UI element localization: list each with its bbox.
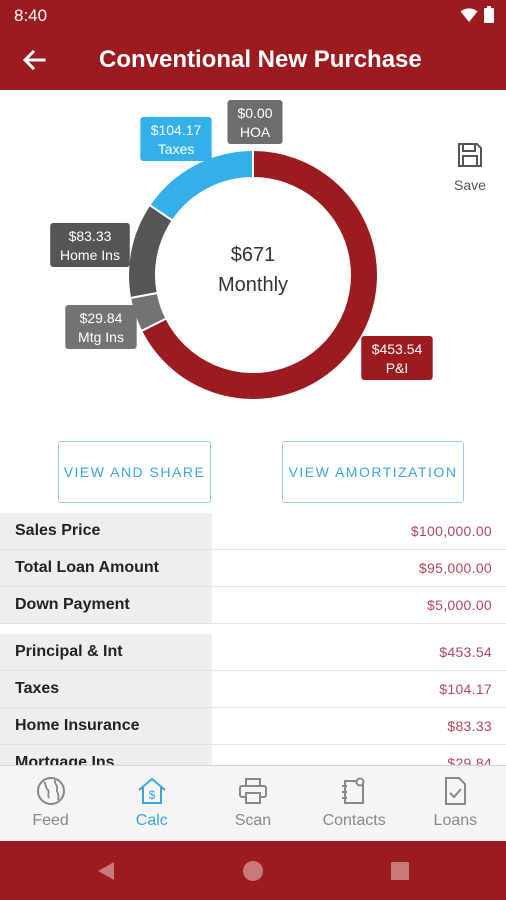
nav-label-calc: Calc — [135, 812, 168, 829]
status-bar: 8:40 — [0, 0, 506, 30]
slice-value-text: $0.00 — [237, 105, 272, 121]
contacts-icon — [342, 777, 365, 804]
printer-icon — [238, 778, 267, 804]
row-value-principal-int: $453.54 — [439, 644, 492, 660]
save-icon — [458, 143, 482, 167]
row-value-down-payment: $5,000.00 — [427, 597, 492, 613]
nav-item-scan[interactable]: Scan — [202, 766, 303, 842]
slice-name-text: HOA — [240, 124, 271, 140]
slice-label-box — [65, 305, 137, 349]
document-check-icon — [445, 777, 467, 805]
nav-label-feed: Feed — [32, 812, 69, 829]
wifi-icon — [460, 7, 478, 22]
globe-icon — [36, 777, 65, 805]
slice-name-text: P&I — [386, 360, 409, 376]
nav-item-feed[interactable]: Feed — [0, 766, 101, 842]
row-label-total-loan-amount: Total Loan Amount — [0, 550, 212, 586]
slice-name-text: Mtg Ins — [78, 329, 124, 345]
slice-value-text: $104.17 — [151, 122, 202, 138]
slice-label-home-ins: $83.33 Home Ins — [50, 223, 130, 267]
status-time: 8:40 — [14, 6, 48, 25]
slice-label-hoa: $0.00 HOA — [227, 100, 283, 144]
slice-labels: $453.54 P&I $29.84 Mtg Ins $83.33 Home Ins $10… — [50, 100, 433, 380]
system-back-button[interactable] — [94, 859, 118, 883]
table-row: Mortgage Ins $29.84 — [0, 745, 506, 765]
donut-slice-p-i — [139, 148, 379, 401]
table-row: Principal & Int $453.54 — [0, 634, 506, 671]
slice-label-box — [140, 117, 212, 161]
row-label-home-insurance: Home Insurance — [0, 708, 212, 744]
donut-slices — [127, 148, 379, 401]
row-label-mortgage-ins: Mortgage Ins — [0, 745, 212, 765]
slice-name-text: Taxes — [158, 141, 195, 157]
center-label: Monthly — [218, 274, 288, 296]
slice-value-text: $83.33 — [69, 228, 112, 244]
house-dollar-icon: $ — [138, 777, 166, 804]
nav-item-contacts[interactable]: Contacts — [304, 766, 405, 842]
slice-label-box — [50, 223, 130, 267]
row-value-taxes: $104.17 — [439, 681, 492, 697]
payment-chart-area: $671 Monthly $453.54 P&I $29.84 Mtg Ins $83.… — [0, 90, 506, 420]
table-row: Taxes $104.17 — [0, 671, 506, 708]
triangle-back-icon — [98, 862, 114, 880]
table-row: Home Insurance $83.33 — [0, 708, 506, 745]
donut-slice-home-ins — [127, 203, 175, 300]
row-label-principal-int: Principal & Int — [0, 634, 212, 670]
payment-donut-chart: $671 Monthly $453.54 P&I $29.84 Mtg Ins $83.… — [50, 100, 433, 401]
app-bar: Conventional New Purchase — [0, 30, 506, 90]
row-value-total-loan-amount: $95,000.00 — [418, 560, 492, 576]
row-value-home-insurance: $83.33 — [447, 718, 492, 734]
view-amortization-button[interactable]: VIEW AMORTIZATION — [282, 441, 464, 503]
slice-label-p-i: $453.54 P&I — [361, 336, 433, 380]
row-value-mortgage-ins: $29.84 — [447, 755, 492, 765]
center-amount: $671 — [231, 244, 276, 266]
battery-icon — [484, 6, 494, 23]
system-recents-button[interactable] — [388, 859, 412, 883]
row-label-down-payment: Down Payment — [0, 587, 212, 623]
arrow-left-icon — [22, 49, 46, 71]
system-home-button[interactable] — [241, 859, 265, 883]
nav-item-calc[interactable]: $ Calc — [101, 766, 202, 842]
back-button[interactable] — [18, 44, 50, 76]
save-label: Save — [454, 177, 486, 193]
nav-label-scan: Scan — [234, 812, 272, 829]
square-recents-icon — [391, 862, 409, 880]
status-icons — [460, 6, 494, 23]
row-label-taxes: Taxes — [0, 671, 212, 707]
table-row: Sales Price $100,000.00 — [0, 513, 506, 550]
slice-value-text: $29.84 — [80, 310, 123, 326]
view-and-share-button[interactable]: VIEW AND SHARE — [58, 441, 211, 503]
bottom-nav: Feed $ Calc Scan Contacts Loans — [0, 765, 506, 841]
nav-item-loans[interactable]: Loans — [405, 766, 506, 842]
group-divider — [0, 624, 506, 634]
table-row: Total Loan Amount $95,000.00 — [0, 550, 506, 587]
svg-text:$: $ — [148, 788, 155, 802]
loan-details-table: Sales Price $100,000.00 Total Loan Amoun… — [0, 513, 506, 765]
slice-label-mtg-ins: $29.84 Mtg Ins — [65, 305, 137, 349]
donut-slice-taxes — [148, 148, 254, 223]
save-button[interactable]: Save — [448, 142, 492, 194]
nav-label-contacts: Contacts — [322, 812, 386, 829]
nav-label-loans: Loans — [433, 812, 478, 829]
slice-name-text: Home Ins — [60, 247, 120, 263]
row-value-sales-price: $100,000.00 — [410, 523, 492, 539]
page-title: Conventional New Purchase — [99, 46, 422, 73]
system-nav-bar — [0, 841, 506, 900]
slice-label-taxes: $104.17 Taxes — [140, 117, 212, 161]
circle-home-icon — [243, 861, 263, 881]
row-label-sales-price: Sales Price — [0, 513, 212, 549]
slice-label-box — [361, 336, 433, 380]
table-row: Down Payment $5,000.00 — [0, 587, 506, 624]
slice-value-text: $453.54 — [372, 341, 423, 357]
slice-label-box — [227, 100, 283, 144]
